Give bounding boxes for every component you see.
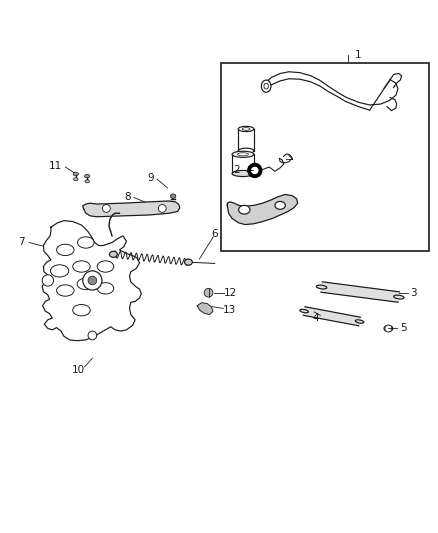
Text: 6: 6 bbox=[211, 229, 218, 239]
Circle shape bbox=[248, 164, 262, 177]
Ellipse shape bbox=[238, 148, 254, 154]
Ellipse shape bbox=[355, 320, 364, 323]
Ellipse shape bbox=[238, 126, 254, 132]
Ellipse shape bbox=[110, 251, 117, 257]
Ellipse shape bbox=[300, 309, 308, 313]
Circle shape bbox=[252, 167, 258, 174]
Text: 12: 12 bbox=[224, 288, 237, 298]
Ellipse shape bbox=[170, 194, 176, 198]
Text: 8: 8 bbox=[124, 192, 131, 201]
Ellipse shape bbox=[78, 237, 94, 248]
Text: 3: 3 bbox=[410, 288, 417, 298]
Text: 4: 4 bbox=[313, 313, 319, 323]
Ellipse shape bbox=[316, 285, 327, 289]
Text: 5: 5 bbox=[400, 324, 406, 334]
Polygon shape bbox=[197, 303, 213, 314]
Polygon shape bbox=[83, 201, 180, 217]
Text: 1: 1 bbox=[354, 50, 361, 60]
Polygon shape bbox=[304, 307, 360, 326]
Polygon shape bbox=[321, 282, 399, 302]
Circle shape bbox=[88, 276, 97, 285]
Circle shape bbox=[88, 331, 97, 340]
Ellipse shape bbox=[261, 80, 271, 92]
Ellipse shape bbox=[384, 326, 393, 332]
Circle shape bbox=[42, 275, 53, 286]
Text: 11: 11 bbox=[49, 161, 62, 171]
Text: 7: 7 bbox=[18, 237, 25, 247]
Polygon shape bbox=[227, 195, 297, 224]
Ellipse shape bbox=[85, 174, 90, 178]
Ellipse shape bbox=[85, 180, 89, 183]
Ellipse shape bbox=[242, 128, 250, 130]
Ellipse shape bbox=[184, 259, 192, 265]
Ellipse shape bbox=[232, 171, 254, 176]
Ellipse shape bbox=[97, 282, 114, 294]
Ellipse shape bbox=[73, 304, 90, 316]
Circle shape bbox=[102, 205, 110, 212]
Ellipse shape bbox=[73, 172, 78, 176]
Ellipse shape bbox=[97, 261, 114, 272]
Text: 13: 13 bbox=[223, 305, 236, 314]
Bar bbox=[221, 63, 428, 251]
Circle shape bbox=[204, 288, 213, 297]
Ellipse shape bbox=[57, 244, 74, 256]
Circle shape bbox=[385, 325, 392, 332]
Ellipse shape bbox=[77, 278, 95, 289]
Text: 9: 9 bbox=[148, 173, 154, 183]
Ellipse shape bbox=[74, 177, 78, 181]
Ellipse shape bbox=[394, 295, 404, 299]
Ellipse shape bbox=[264, 83, 268, 89]
Ellipse shape bbox=[239, 205, 250, 214]
Circle shape bbox=[158, 205, 166, 212]
Ellipse shape bbox=[73, 261, 90, 272]
Circle shape bbox=[83, 271, 102, 290]
Ellipse shape bbox=[50, 265, 69, 277]
Text: 2: 2 bbox=[233, 165, 240, 175]
Text: 10: 10 bbox=[72, 366, 85, 375]
Ellipse shape bbox=[237, 153, 248, 156]
Polygon shape bbox=[42, 221, 141, 341]
Ellipse shape bbox=[232, 151, 254, 157]
Ellipse shape bbox=[275, 201, 286, 209]
Ellipse shape bbox=[57, 285, 74, 296]
